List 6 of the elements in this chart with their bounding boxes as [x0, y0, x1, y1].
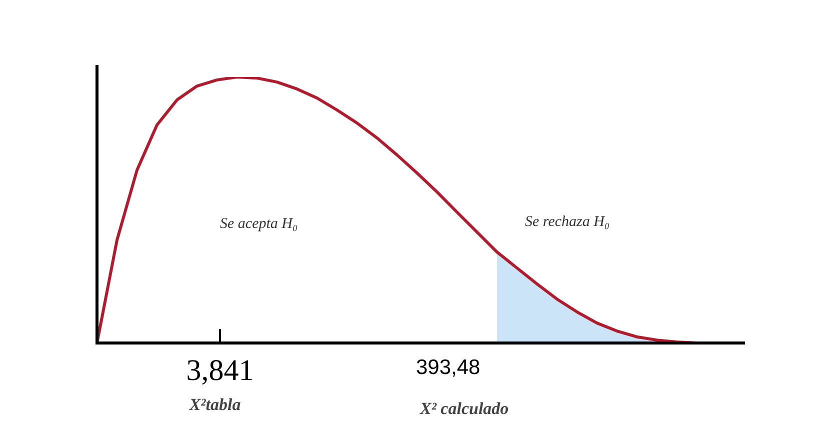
annotation: Se acepta H₀: [220, 216, 298, 232]
text: 3,841: [186, 354, 254, 387]
text: X² calculado: [419, 399, 509, 418]
annotation: Se rechaza H₀: [525, 214, 610, 230]
text: X²tabla: [188, 395, 242, 414]
text: 393,48: [416, 356, 480, 379]
